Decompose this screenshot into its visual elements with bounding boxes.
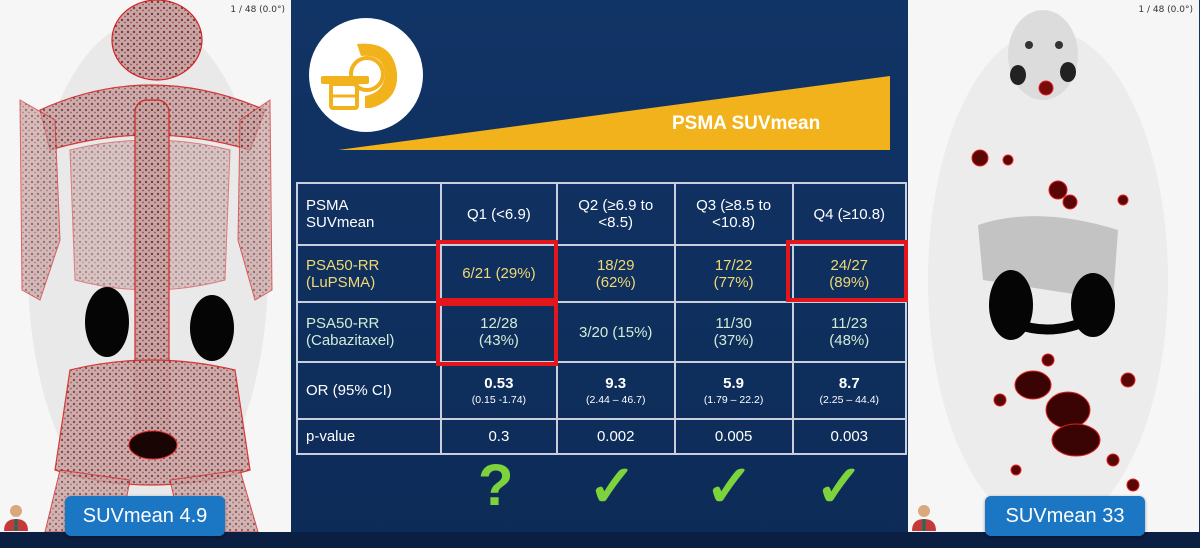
- cell-line: 24/27: [830, 256, 869, 274]
- question-mark-icon: ?: [478, 453, 514, 518]
- or-ci: (0.15 -1.74): [471, 394, 527, 406]
- cell-line: (77%): [713, 273, 754, 291]
- or-value: 0.53: [484, 375, 514, 392]
- header-cell-q1: Q1 (<6.9): [440, 182, 558, 246]
- or-ci: (1.79 – 22.2): [703, 394, 764, 406]
- or-ci: (2.25 – 44.4): [819, 394, 880, 406]
- suvmean-label-left: SUVmean 4.9: [65, 496, 225, 536]
- header-line: PSMA: [306, 197, 349, 214]
- highlight-box-lupsma-q1: [436, 240, 558, 302]
- cell-lupsma-q3: 17/22 (77%): [673, 244, 794, 303]
- image-counter: 1 / 48 (0.0°): [1138, 5, 1193, 15]
- cell-line: 12/28: [480, 315, 518, 332]
- cell-cab-q2: 3/20 (15%): [555, 301, 676, 363]
- header-cell-q3: Q3 (≥8.5 to <10.8): [673, 182, 794, 246]
- cell-lupsma-q2: 18/29 (62%): [555, 244, 676, 303]
- row-label-line: PSA50-RR: [306, 315, 380, 332]
- header-line: <8.5): [598, 214, 634, 231]
- cell-line: (62%): [595, 273, 636, 291]
- cell-line: (37%): [713, 332, 754, 349]
- cell-lupsma-q1: 6/21 (29%): [440, 244, 558, 303]
- header-cell-q2: Q2 (≥6.9 to <8.5): [555, 182, 676, 246]
- header-cell: PSMA SUVmean: [296, 182, 442, 246]
- person-icon: [4, 505, 28, 531]
- row-label: OR (95% CI): [296, 361, 442, 420]
- cell-p-q3: 0.005: [673, 418, 794, 455]
- bottom-strip: [0, 532, 1200, 548]
- pet-scan-left-graphic: [19, 0, 273, 532]
- cell-or-q3: 5.9 (1.79 – 22.2): [673, 361, 794, 420]
- table-row-cabazitaxel: PSA50-RR (Cabazitaxel) 12/28 (43%) 3/20 …: [296, 301, 908, 363]
- header-line: Q2 (≥6.9 to: [578, 197, 654, 214]
- logo-badge: [309, 18, 423, 132]
- cell-line: (48%): [829, 332, 870, 349]
- image-counter: 1 / 48 (0.0°): [230, 5, 285, 15]
- or-value: 8.7: [838, 375, 860, 392]
- cell-line: 18/29: [596, 256, 635, 274]
- pet-image-left: 1 / 48 (0.0°): [0, 0, 291, 532]
- check-icon: ✓: [705, 454, 754, 519]
- row-label: p-value: [296, 418, 442, 455]
- header-line: SUVmean: [306, 214, 375, 231]
- suvmean-label-right: SUVmean 33: [985, 496, 1145, 536]
- cell-p-q1: 0.3: [440, 418, 558, 455]
- wedge-label: PSMA SUVmean: [672, 113, 821, 134]
- pet-scan-right-graphic: [928, 10, 1168, 530]
- results-table: PSMA SUVmean Q1 (<6.9) Q2 (≥6.9 to <8.5)…: [296, 182, 908, 455]
- person-icon: [912, 505, 936, 531]
- header-line: Q3 (≥8.5 to: [696, 197, 772, 214]
- or-value: 9.3: [605, 375, 627, 392]
- row-label: PSA50-RR (Cabazitaxel): [296, 301, 442, 363]
- header-cell-q4: Q4 (≥10.8): [791, 182, 908, 246]
- row-label-line: PSA50-RR: [306, 256, 380, 274]
- cell-cab-q4: 11/23 (48%): [791, 301, 908, 363]
- cell-lupsma-q4: 24/27 (89%): [791, 244, 908, 303]
- cell-or-q1: 0.53 (0.15 -1.74): [440, 361, 558, 420]
- row-label-line: (LuPSMA): [306, 273, 376, 291]
- table-row-lupsma: PSA50-RR (LuPSMA) 6/21 (29%) 18/29 (62%)…: [296, 244, 908, 303]
- cell-line: 11/23: [831, 315, 868, 332]
- suvmean-wedge: [338, 76, 890, 150]
- table-row-pvalue: p-value 0.3 0.002 0.005 0.003: [296, 418, 908, 455]
- check-icon: ✓: [588, 454, 637, 519]
- cell-line: (43%): [478, 332, 519, 349]
- cell-line: (89%): [829, 273, 870, 291]
- highlight-box-cab-q1: [436, 302, 558, 366]
- cell-cab-q3: 11/30 (37%): [673, 301, 794, 363]
- row-label: PSA50-RR (LuPSMA): [296, 244, 442, 303]
- table-header-row: PSMA SUVmean Q1 (<6.9) Q2 (≥6.9 to <8.5)…: [296, 182, 908, 246]
- cell-p-q4: 0.003: [791, 418, 908, 455]
- row-label-line: (Cabazitaxel): [306, 332, 395, 349]
- cell-p-q2: 0.002: [555, 418, 676, 455]
- cell-or-q4: 8.7 (2.25 – 44.4): [791, 361, 908, 420]
- pet-scanner-icon: [321, 43, 398, 110]
- cell-line: 17/22: [714, 256, 753, 274]
- cell-or-q2: 9.3 (2.44 – 46.7): [555, 361, 676, 420]
- pet-image-right: 1 / 48 (0.0°): [908, 0, 1199, 532]
- check-icon: ✓: [815, 454, 864, 519]
- header-line: <10.8): [712, 214, 756, 231]
- cell-line: 11/30: [715, 315, 752, 332]
- table-row-or: OR (95% CI) 0.53 (0.15 -1.74) 9.3 (2.44 …: [296, 361, 908, 420]
- or-value: 5.9: [723, 375, 745, 392]
- highlight-box-lupsma-q4: [786, 240, 908, 302]
- or-ci: (2.44 – 46.7): [585, 394, 646, 406]
